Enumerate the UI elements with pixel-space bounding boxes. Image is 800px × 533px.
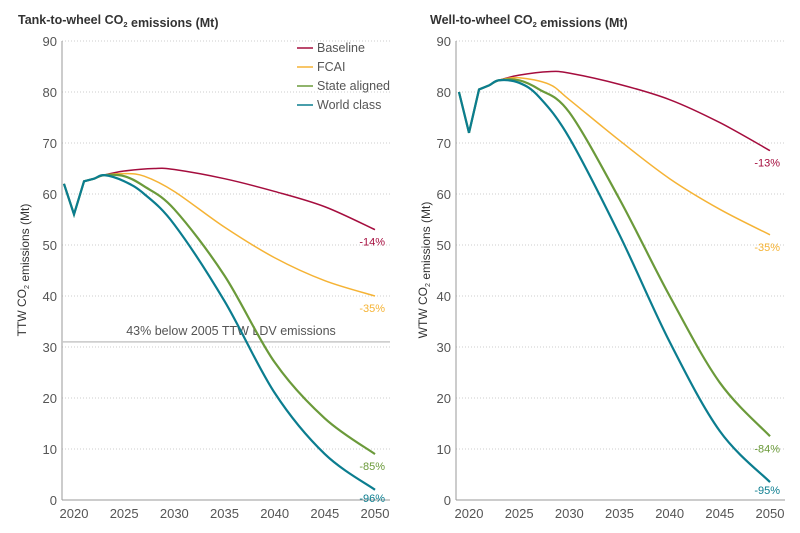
y-tick-label: 10: [437, 442, 451, 457]
threshold-label: 43% below 2005 TTW LDV emissions: [126, 324, 336, 338]
y-tick-label: 40: [437, 289, 451, 304]
end-label: -96%: [359, 493, 385, 505]
series-line-fcai: [458, 76, 771, 236]
y-tick-label: 50: [43, 238, 57, 253]
end-label: -14%: [359, 237, 385, 249]
y-tick-label: 0: [50, 493, 57, 508]
chart-wtw: Well-to-wheel CO2 emissions (Mt)01020304…: [416, 13, 785, 521]
legend-entry: World class: [317, 98, 381, 112]
series-line-state-aligned: [62, 173, 376, 455]
series-line-fcai: [63, 172, 376, 297]
chart-ttw: Tank-to-wheel CO2 emissions (Mt)01020304…: [15, 13, 390, 521]
y-axis-label: TTW CO2 emissions (Mt): [15, 204, 32, 337]
chart-title: Well-to-wheel CO2 emissions (Mt): [430, 13, 628, 30]
series-line-world-class: [457, 78, 771, 483]
y-tick-label: 90: [437, 34, 451, 49]
legend-entry: FCAI: [317, 60, 345, 74]
y-tick-label: 40: [43, 289, 57, 304]
x-tick-label: 2040: [260, 506, 289, 521]
series-line-world-class: [62, 174, 376, 491]
legend-entry: Baseline: [317, 41, 365, 55]
y-tick-label: 90: [43, 34, 57, 49]
x-tick-label: 2025: [505, 506, 534, 521]
end-label: -84%: [754, 443, 780, 455]
x-tick-label: 2045: [310, 506, 339, 521]
end-label: -95%: [754, 485, 780, 497]
y-tick-label: 60: [43, 187, 57, 202]
x-tick-label: 2020: [455, 506, 484, 521]
x-tick-label: 2025: [110, 506, 139, 521]
series-line-baseline: [63, 167, 376, 231]
x-tick-label: 2040: [655, 506, 684, 521]
y-tick-label: 80: [437, 85, 451, 100]
y-tick-label: 50: [437, 238, 451, 253]
x-tick-label: 2030: [555, 506, 584, 521]
end-label: -13%: [754, 158, 780, 170]
series-line-state-aligned: [457, 78, 771, 438]
x-tick-label: 2045: [705, 506, 734, 521]
y-tick-label: 20: [437, 391, 451, 406]
end-label: -35%: [754, 242, 780, 254]
x-tick-label: 2035: [210, 506, 239, 521]
y-tick-label: 30: [437, 340, 451, 355]
y-tick-label: 70: [437, 136, 451, 151]
legend-entry: State aligned: [317, 79, 390, 93]
y-tick-label: 60: [437, 187, 451, 202]
y-tick-label: 70: [43, 136, 57, 151]
x-tick-label: 2020: [60, 506, 89, 521]
y-axis-label: WTW CO2 emissions (Mt): [416, 202, 433, 339]
y-tick-label: 30: [43, 340, 57, 355]
y-tick-label: 0: [444, 493, 451, 508]
chart-title: Tank-to-wheel CO2 emissions (Mt): [18, 13, 219, 30]
x-tick-label: 2035: [605, 506, 634, 521]
x-tick-label: 2050: [361, 506, 390, 521]
x-tick-label: 2030: [160, 506, 189, 521]
series-line-baseline: [458, 70, 771, 152]
end-label: -35%: [359, 303, 385, 315]
x-tick-label: 2050: [756, 506, 785, 521]
end-label: -85%: [359, 461, 385, 473]
y-tick-label: 10: [43, 442, 57, 457]
y-tick-label: 80: [43, 85, 57, 100]
y-tick-label: 20: [43, 391, 57, 406]
